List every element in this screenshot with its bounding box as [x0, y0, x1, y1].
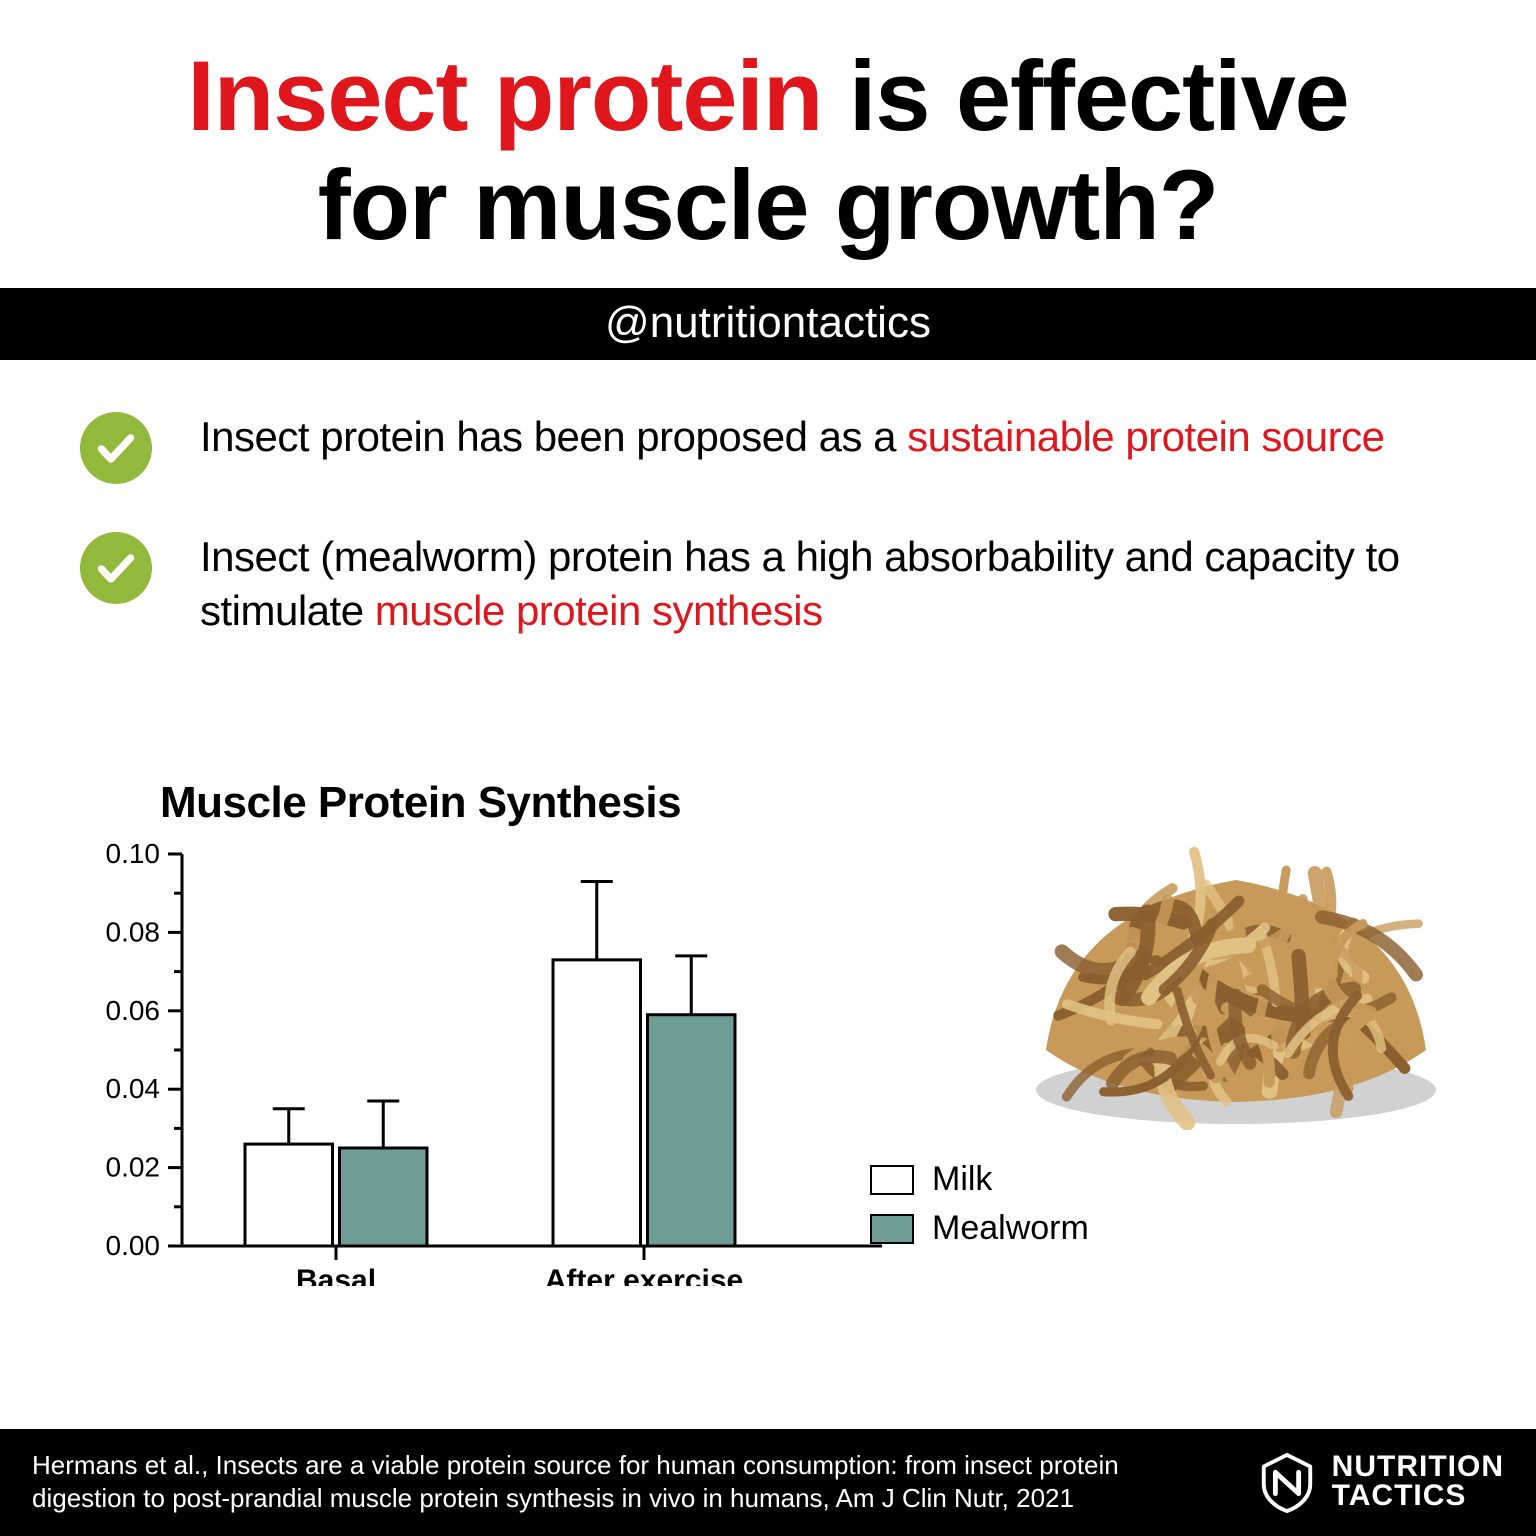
headline-rest1: is effective: [822, 40, 1348, 151]
headline-red: Insect protein: [187, 40, 822, 151]
legend-swatch: [870, 1165, 914, 1195]
brand-logo-icon: [1256, 1451, 1318, 1513]
bullet-item: Insect protein has been proposed as a su…: [80, 410, 1456, 484]
legend-label: Mealworm: [932, 1209, 1089, 1248]
citation-text: Hermans et al., Insects are a viable pro…: [32, 1449, 1202, 1514]
brand-text: NUTRITION TACTICS: [1332, 1453, 1504, 1510]
brand-block: NUTRITION TACTICS: [1256, 1451, 1504, 1513]
bullet-list: Insect protein has been proposed as a su…: [0, 360, 1536, 638]
headline-line-2: for muscle growth?: [40, 151, 1496, 260]
checkmark-icon: [80, 412, 152, 484]
svg-text:0.00: 0.00: [106, 1230, 161, 1261]
legend-swatch: [870, 1214, 914, 1244]
svg-text:0.04: 0.04: [106, 1073, 161, 1104]
svg-text:0.06: 0.06: [106, 995, 161, 1026]
headline: Insect protein is effective for muscle g…: [0, 0, 1536, 288]
infographic-page: Insect protein is effective for muscle g…: [0, 0, 1536, 1536]
chart-title: Muscle Protein Synthesis: [160, 778, 910, 828]
svg-text:0.10: 0.10: [106, 838, 161, 869]
mealworm-image: [1006, 800, 1466, 1130]
checkmark-icon: [80, 532, 152, 604]
chart-legend: Milk Mealworm: [870, 1160, 1089, 1258]
handle-bar: @nutritiontactics: [0, 288, 1536, 360]
legend-item: Milk: [870, 1160, 1089, 1199]
legend-label: Milk: [932, 1160, 992, 1199]
handle-text: @nutritiontactics: [605, 298, 931, 347]
svg-text:Basal: Basal: [296, 1264, 376, 1286]
svg-text:0.02: 0.02: [106, 1152, 161, 1183]
bullet-text: Insect protein has been proposed as a su…: [200, 410, 1384, 464]
bullet-em: sustainable protein source: [907, 413, 1384, 460]
bullet-item: Insect (mealworm) protein has a high abs…: [80, 530, 1456, 638]
bullet-pre: Insect protein has been proposed as a: [200, 413, 907, 460]
svg-text:After exercise: After exercise: [545, 1264, 743, 1286]
footer: Hermans et al., Insects are a viable pro…: [0, 1429, 1536, 1536]
bullet-text: Insect (mealworm) protein has a high abs…: [200, 530, 1456, 638]
brand-line-2: TACTICS: [1332, 1482, 1504, 1511]
chart-canvas: 0.00 0.02 0.04 0.06 0.08 0.10 Basal After exerc…: [90, 836, 910, 1286]
svg-text:0.08: 0.08: [106, 916, 161, 947]
chart-block: Muscle Protein Synthesis 0.000.020.040.0…: [90, 778, 910, 1286]
brand-line-1: NUTRITION: [1332, 1453, 1504, 1482]
bullet-em: muscle protein synthesis: [375, 587, 823, 634]
legend-item: Mealworm: [870, 1209, 1089, 1248]
headline-line-1: Insect protein is effective: [40, 42, 1496, 151]
